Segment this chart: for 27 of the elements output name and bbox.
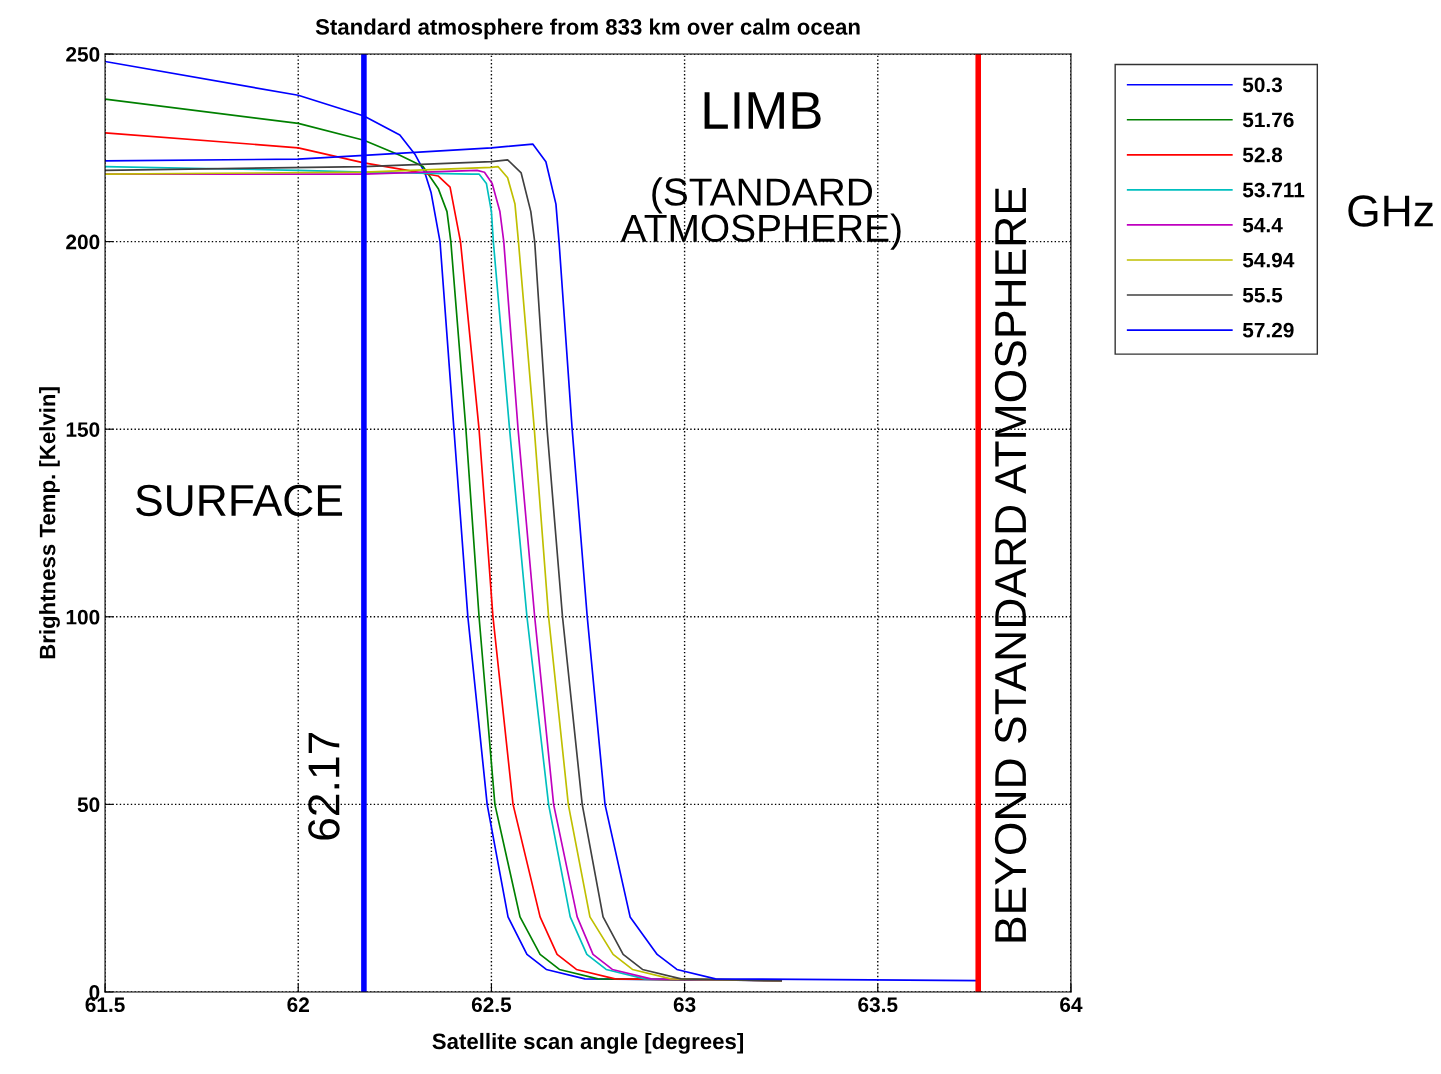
text: 51.76 bbox=[1242, 112, 1294, 128]
text: 52.8 bbox=[1242, 147, 1283, 163]
y-tick-label: 50 bbox=[77, 797, 100, 813]
x-tick-label: 62 bbox=[287, 997, 309, 1013]
text: 55.5 bbox=[1242, 287, 1283, 303]
x-tick-label: 63 bbox=[673, 997, 696, 1013]
y-tick-label: 250 bbox=[66, 47, 100, 62]
annotation: (STANDARD ATMOSPHERE) bbox=[620, 177, 901, 250]
x-tick-label: 64 bbox=[1060, 997, 1083, 1013]
ref-line-label: BEYOND STANDARD ATMOSPHERE bbox=[994, 187, 1027, 942]
x-axis-title: Satellite scan angle [degrees] bbox=[432, 1032, 743, 1054]
y-axis-title: Brightness Temp. [Kelvin] bbox=[39, 387, 60, 659]
y-tick-label: 150 bbox=[66, 422, 100, 437]
annotation: SURFACE bbox=[136, 484, 343, 517]
x-tick-label: 62.5 bbox=[471, 997, 512, 1013]
text: 50.3 bbox=[1242, 77, 1283, 93]
x-tick-label: 63.5 bbox=[858, 997, 898, 1013]
chart-title: Standard atmosphere from 833 km over calm ocean bbox=[315, 18, 860, 40]
text: 53.711 bbox=[1242, 182, 1305, 198]
ref-line-label: 62.17 bbox=[308, 732, 340, 840]
y-tick-label: 100 bbox=[66, 609, 100, 625]
text: 57.29 bbox=[1242, 322, 1294, 338]
annotation: LIMB bbox=[704, 92, 821, 129]
text: 54.94 bbox=[1242, 252, 1295, 268]
y-tick-label: 200 bbox=[66, 234, 100, 250]
legend-title: GHz bbox=[1348, 195, 1433, 227]
text: 54.4 bbox=[1242, 217, 1283, 233]
